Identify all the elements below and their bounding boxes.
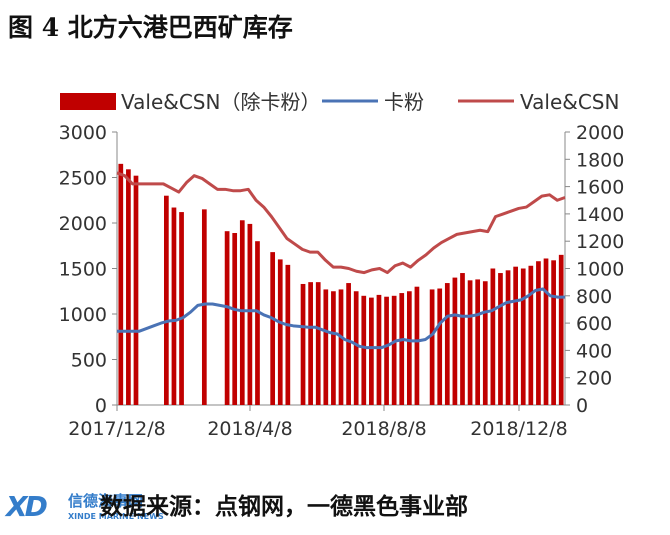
- bar: [460, 273, 465, 405]
- legend-label-bars: Vale&CSN（除卡粉）: [121, 90, 320, 114]
- bar: [361, 295, 367, 405]
- bar: [224, 231, 230, 405]
- bar: [171, 207, 177, 405]
- bar: [437, 288, 443, 405]
- chart-legend: Vale&CSN（除卡粉） 卡粉 Vale&CSN: [60, 90, 619, 114]
- bar: [444, 283, 450, 405]
- figure-title: 图 4 北方六港巴西矿库存: [8, 13, 293, 42]
- right-tick-label: 800: [576, 286, 612, 308]
- bar: [353, 291, 359, 405]
- bar: [490, 268, 496, 405]
- bar: [285, 264, 291, 405]
- right-tick-label: 1400: [576, 204, 624, 226]
- bar: [323, 289, 329, 405]
- bar: [414, 286, 420, 405]
- bar: [536, 261, 541, 405]
- bar: [331, 291, 336, 405]
- watermark-mark: XD: [6, 490, 48, 523]
- bar: [384, 296, 389, 405]
- bar: [315, 282, 321, 405]
- bar: [126, 169, 131, 405]
- line-fine-powder: [117, 287, 565, 350]
- left-tick-label: 500: [71, 350, 107, 372]
- watermark-logo: XD 信德海事网 XINDE MARINE NEWS: [6, 488, 196, 528]
- line-vale-csn-total: [116, 171, 566, 275]
- watermark-en: XINDE MARINE NEWS: [68, 512, 164, 521]
- bar: [513, 266, 518, 405]
- bar: [300, 283, 306, 405]
- bar-series: [118, 163, 564, 405]
- legend-label-fine: 卡粉: [384, 90, 424, 114]
- bar: [376, 294, 382, 405]
- bar: [277, 259, 283, 405]
- bar: [399, 293, 405, 405]
- right-tick-label: 1600: [576, 177, 624, 199]
- bar: [270, 252, 276, 405]
- bar: [543, 258, 549, 405]
- bar: [255, 241, 260, 405]
- right-tick-label: 400: [576, 340, 612, 362]
- bar: [338, 289, 344, 405]
- legend-swatch-bars: [60, 93, 116, 110]
- bar: [505, 270, 511, 405]
- left-tick-label: 2500: [59, 168, 107, 190]
- bar: [308, 282, 313, 405]
- bar: [179, 212, 184, 405]
- left-tick-label: 2000: [59, 213, 107, 235]
- x-tick-label: 2018/8/8: [341, 418, 426, 440]
- right-tick-label: 1000: [576, 259, 624, 281]
- right-tick-label: 2000: [576, 122, 624, 144]
- bar: [558, 254, 564, 405]
- x-tick-label: 2018/4/8: [207, 418, 292, 440]
- bar: [346, 283, 351, 405]
- bar: [406, 291, 412, 405]
- watermark-cn: 信德海事网: [68, 492, 144, 510]
- bar: [520, 268, 526, 405]
- bar: [369, 297, 374, 405]
- bar: [232, 233, 238, 405]
- right-tick-label: 600: [576, 313, 612, 335]
- x-tick-label: 2017/12/8: [68, 418, 165, 440]
- bar: [164, 195, 169, 405]
- right-tick-label: 0: [576, 395, 588, 417]
- left-tick-label: 1500: [59, 259, 107, 281]
- bar: [482, 281, 488, 405]
- right-tick-label: 1200: [576, 231, 624, 253]
- bar: [452, 277, 458, 405]
- bar: [391, 295, 397, 405]
- legend-label-total: Vale&CSN: [520, 90, 619, 114]
- bar: [551, 260, 556, 405]
- right-tick-label: 200: [576, 368, 612, 390]
- x-tick-label: 2018/12/8: [470, 418, 567, 440]
- tick-labels: 0 500 1000 1500 2000 2500 3000 0 200 400 600 800 100…: [59, 122, 625, 440]
- bar: [201, 209, 207, 405]
- left-tick-label: 3000: [59, 122, 107, 144]
- bar: [239, 220, 245, 405]
- bar: [475, 279, 481, 405]
- line-series: [116, 171, 566, 350]
- bar: [528, 265, 534, 405]
- bar: [247, 223, 253, 405]
- left-tick-label: 1000: [59, 304, 107, 326]
- bar: [498, 273, 503, 405]
- bar: [118, 163, 124, 405]
- bar: [133, 175, 139, 405]
- source-note: 数据来源：点钢网，一德黑色事业部: [100, 493, 468, 520]
- left-tick-label: 0: [95, 395, 107, 417]
- bar: [467, 280, 473, 405]
- bar: [429, 289, 435, 405]
- right-tick-label: 1800: [576, 149, 624, 171]
